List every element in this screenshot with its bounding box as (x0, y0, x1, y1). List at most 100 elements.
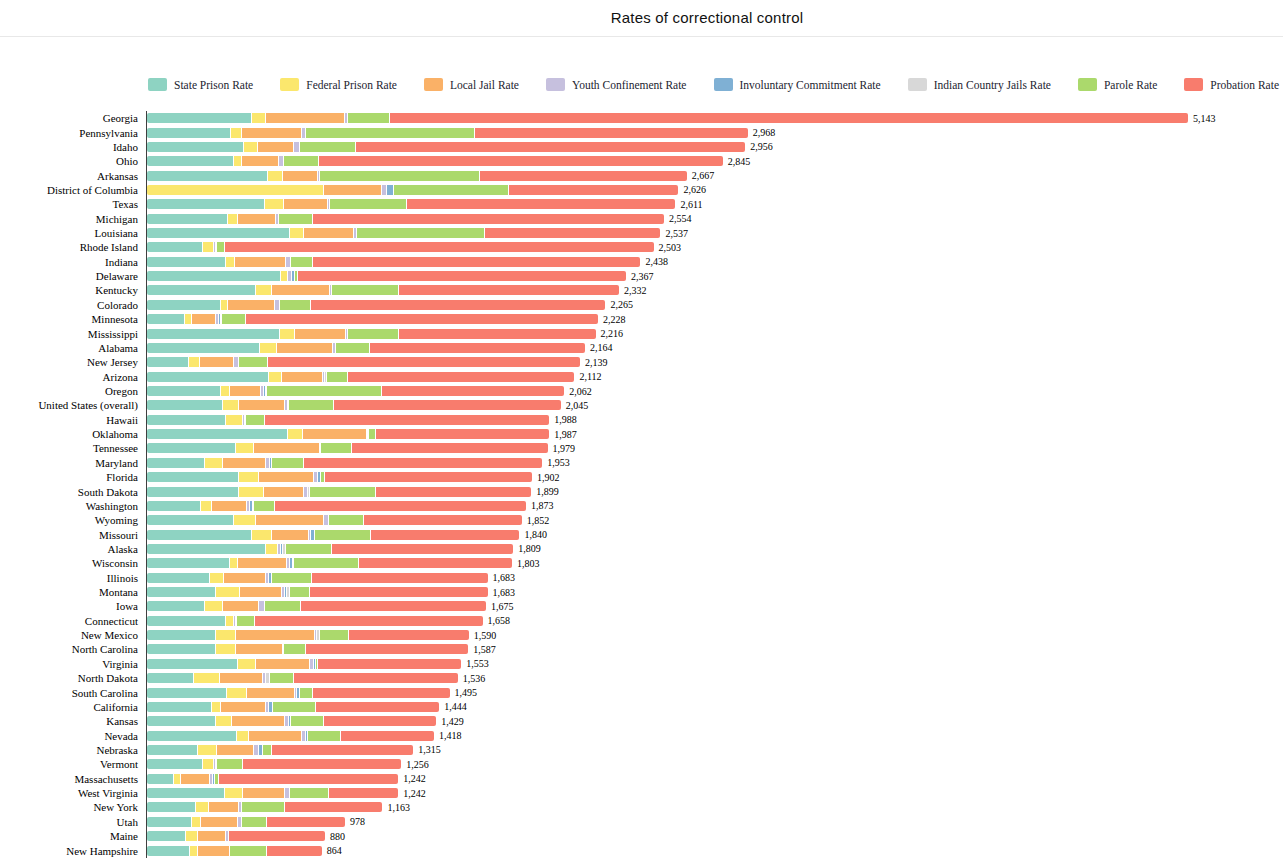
bar-row: Virginia1,553 (0, 657, 1283, 671)
segment-probation (376, 487, 532, 497)
segment-state_prison (147, 817, 192, 827)
segment-federal_prison (266, 544, 278, 554)
row-label: New Jersey (0, 356, 147, 368)
total-value-label: 1,979 (548, 443, 576, 454)
segment-federal_prison (290, 228, 305, 238)
segment-local_jail (249, 731, 303, 741)
legend-item-state_prison[interactable]: State Prison Rate (148, 78, 253, 91)
segment-parole (291, 716, 324, 726)
segment-state_prison (147, 242, 203, 252)
row-label: Nebraska (0, 744, 147, 756)
segment-state_prison (147, 300, 221, 310)
legend-swatch-probation (1184, 78, 1203, 91)
total-value-label: 1,553 (461, 658, 489, 669)
total-value-label: 1,315 (413, 744, 441, 755)
segment-state_prison (147, 214, 228, 224)
segment-parole (246, 415, 265, 425)
segment-state_prison (147, 314, 185, 324)
segment-local_jail (242, 156, 279, 166)
segment-local_jail (283, 171, 318, 181)
segment-local_jail (212, 501, 247, 511)
legend-item-indian_country_jails[interactable]: Indian Country Jails Rate (908, 78, 1051, 91)
total-value-label: 1,988 (549, 414, 577, 425)
stacked-bar (147, 601, 486, 611)
stacked-bar (147, 788, 398, 798)
bar-row: Kentucky2,332 (0, 283, 1283, 297)
segment-parole (239, 357, 268, 367)
segment-parole (237, 616, 255, 626)
total-value-label: 1,899 (531, 486, 559, 497)
stacked-bar (147, 846, 322, 856)
legend-label: Youth Confinement Rate (572, 79, 686, 91)
bar-row: North Dakota1,536 (0, 671, 1283, 685)
bar-row: Georgia5,143 (0, 111, 1283, 125)
bar-row: Kansas1,429 (0, 714, 1283, 728)
segment-federal_prison (227, 688, 247, 698)
legend-item-involuntary_commitment[interactable]: Involuntary Commitment Rate (714, 78, 881, 91)
total-value-label: 2,438 (640, 256, 668, 267)
segment-probation (298, 271, 626, 281)
bar-row: Connecticut1,658 (0, 614, 1283, 628)
segment-probation (301, 601, 486, 611)
segment-probation (246, 314, 598, 324)
legend-item-youth_confinement[interactable]: Youth Confinement Rate (546, 78, 686, 91)
stacked-bar (147, 443, 548, 453)
segment-probation (275, 501, 526, 511)
segment-federal_prison (288, 429, 303, 439)
legend-swatch-federal_prison (280, 78, 299, 91)
bar-rows-container: Georgia5,143Pennsylvania2,968Idaho2,956O… (0, 111, 1283, 858)
segment-federal_prison (239, 487, 263, 497)
segment-state_prison (147, 228, 290, 238)
segment-probation (294, 673, 458, 683)
segment-federal_prison (228, 214, 238, 224)
total-value-label: 2,554 (664, 213, 692, 224)
stacked-bar (147, 128, 748, 138)
bar-row: Wyoming1,852 (0, 513, 1283, 527)
segment-parole (279, 214, 313, 224)
legend-item-local_jail[interactable]: Local Jail Rate (424, 78, 519, 91)
row-label: Louisiana (0, 227, 147, 239)
legend-item-federal_prison[interactable]: Federal Prison Rate (280, 78, 397, 91)
segment-parole (290, 788, 328, 798)
legend-item-probation[interactable]: Probation Rate (1184, 78, 1279, 91)
stacked-bar (147, 242, 654, 252)
segment-local_jail (272, 285, 330, 295)
stacked-bar (147, 659, 461, 669)
segment-local_jail (223, 458, 266, 468)
segment-federal_prison (260, 343, 277, 353)
row-label: Maryland (0, 457, 147, 469)
stacked-bar (147, 774, 398, 784)
segment-parole (327, 372, 348, 382)
segment-federal_prison (234, 515, 256, 525)
bar-row: Alabama2,164 (0, 341, 1283, 355)
total-value-label: 2,956 (745, 141, 773, 152)
total-value-label: 2,265 (605, 299, 633, 310)
segment-federal_prison (234, 156, 242, 166)
total-value-label: 5,143 (1188, 113, 1216, 124)
segment-probation (325, 472, 532, 482)
legend-item-parole[interactable]: Parole Rate (1078, 78, 1157, 91)
bar-row: Wisconsin1,803 (0, 556, 1283, 570)
total-value-label: 2,228 (598, 314, 626, 325)
segment-federal_prison (210, 573, 223, 583)
total-value-label: 1,418 (434, 730, 462, 741)
legend-label: Local Jail Rate (450, 79, 519, 91)
total-value-label: 1,953 (542, 457, 570, 468)
row-label: Tennessee (0, 442, 147, 454)
segment-parole (242, 817, 267, 827)
segment-state_prison (147, 429, 288, 439)
row-label: Montana (0, 586, 147, 598)
segment-probation (349, 630, 469, 640)
total-value-label: 2,164 (585, 342, 613, 353)
legend-swatch-indian_country_jails (908, 78, 927, 91)
segment-state_prison (147, 558, 230, 568)
total-value-label: 2,503 (654, 242, 682, 253)
segment-federal_prison (244, 142, 258, 152)
row-label: Wyoming (0, 514, 147, 526)
segment-probation (306, 644, 468, 654)
total-value-label: 1,873 (526, 500, 554, 511)
stacked-bar (147, 831, 325, 841)
segment-probation (313, 257, 640, 267)
segment-parole (289, 400, 333, 410)
row-label: Mississippi (0, 328, 147, 340)
